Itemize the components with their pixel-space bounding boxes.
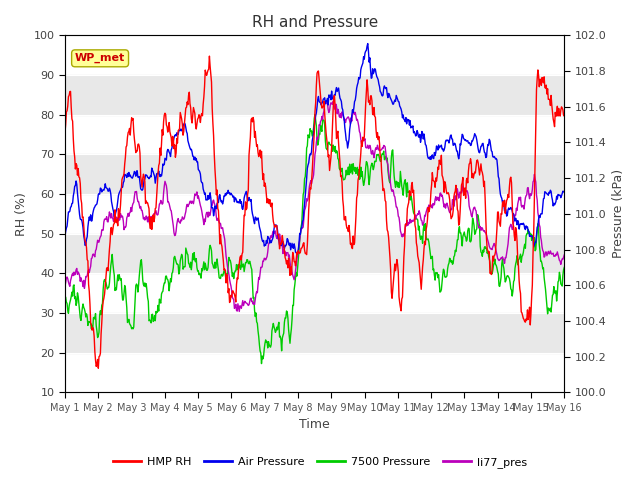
Bar [65, 234, 564, 274]
Title: RH and Pressure: RH and Pressure [252, 15, 378, 30]
Bar [65, 155, 564, 194]
Legend: HMP RH, Air Pressure, 7500 Pressure, li77_pres: HMP RH, Air Pressure, 7500 Pressure, li7… [109, 452, 531, 472]
Bar [65, 313, 564, 353]
Bar [65, 75, 564, 115]
Text: WP_met: WP_met [75, 53, 125, 63]
Y-axis label: Pressure (kPa): Pressure (kPa) [612, 169, 625, 258]
Y-axis label: RH (%): RH (%) [15, 192, 28, 236]
X-axis label: Time: Time [300, 419, 330, 432]
